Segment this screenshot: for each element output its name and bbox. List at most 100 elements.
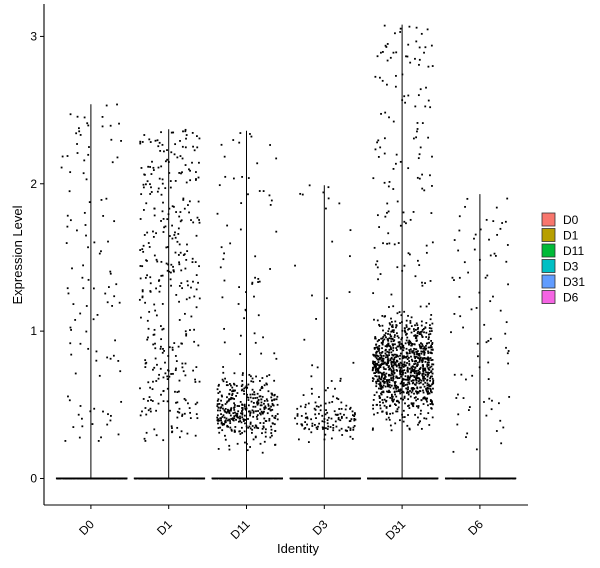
data-point [484,276,487,279]
data-point [415,378,418,381]
data-point [406,390,409,393]
data-point [84,224,87,226]
data-point [230,428,233,431]
data-point [379,407,382,410]
data-point [238,417,241,420]
data-point [373,246,376,249]
data-point [261,387,264,389]
data-point [142,398,145,400]
data-point [431,372,434,375]
data-point [171,427,173,429]
data-point [385,379,388,381]
legend-key-D31 [541,274,556,289]
data-point [251,428,254,431]
zero-point [431,477,434,480]
data-point [423,397,426,400]
zero-point [115,477,117,480]
data-point [224,421,227,424]
zero-point [73,477,75,480]
data-point [176,240,179,243]
data-point [247,396,250,399]
data-point [393,334,396,337]
data-point [169,278,172,281]
data-point [275,157,278,160]
data-point [304,427,307,429]
data-point [385,336,387,339]
data-point [411,351,414,354]
data-point [422,368,425,370]
data-point [177,233,180,235]
data-point [427,412,430,414]
data-point [149,141,152,143]
data-point [142,183,145,186]
data-point [383,382,386,384]
data-point [240,202,243,205]
data-point [243,393,246,395]
data-point [241,412,244,414]
zero-point [448,477,451,480]
data-point [315,405,318,408]
data-point [388,378,391,381]
zero-point [235,477,238,480]
data-point [155,232,157,235]
data-point [149,166,152,168]
data-point [419,378,421,381]
data-point [160,345,162,348]
data-point [404,327,406,330]
data-point [475,307,478,309]
data-point [146,338,149,341]
data-point [416,328,419,330]
data-point [407,376,410,379]
zero-point [156,477,159,480]
data-point [467,271,470,274]
data-point [146,274,148,277]
data-point [109,270,112,273]
data-point [487,339,490,342]
data-point [143,173,146,176]
data-point [406,369,409,372]
data-point [429,357,432,359]
zero-point [514,477,517,480]
data-point [268,374,271,376]
data-point [412,350,415,352]
data-point [387,416,390,419]
data-point [348,291,351,293]
data-point [412,381,415,384]
data-point [219,266,222,269]
data-point [389,396,392,399]
data-point [399,389,402,391]
data-point [349,255,351,258]
data-point [396,335,399,338]
data-point [418,359,421,362]
data-point [160,393,162,396]
data-point [194,403,197,406]
data-point [227,425,229,428]
data-point [376,380,379,383]
data-point [409,376,411,379]
data-point [379,396,382,399]
data-point [164,160,167,163]
data-point [381,386,384,389]
zero-point [255,477,257,480]
data-point [389,367,392,370]
data-point [392,387,395,390]
data-point [376,358,379,361]
data-point [403,416,406,418]
data-point [261,432,263,435]
data-point [427,371,429,374]
data-point [195,179,197,181]
data-point [404,375,407,378]
data-point [401,269,404,272]
data-point [387,385,390,388]
data-point [429,318,432,321]
data-point [235,384,238,387]
data-point [395,390,398,393]
y-axis-title: Expression Level [10,205,25,304]
data-point [66,155,69,157]
data-point [428,327,431,329]
data-point [327,416,330,419]
zero-point [308,477,310,480]
data-point [230,429,233,432]
data-point [432,381,435,383]
data-point [191,257,194,260]
